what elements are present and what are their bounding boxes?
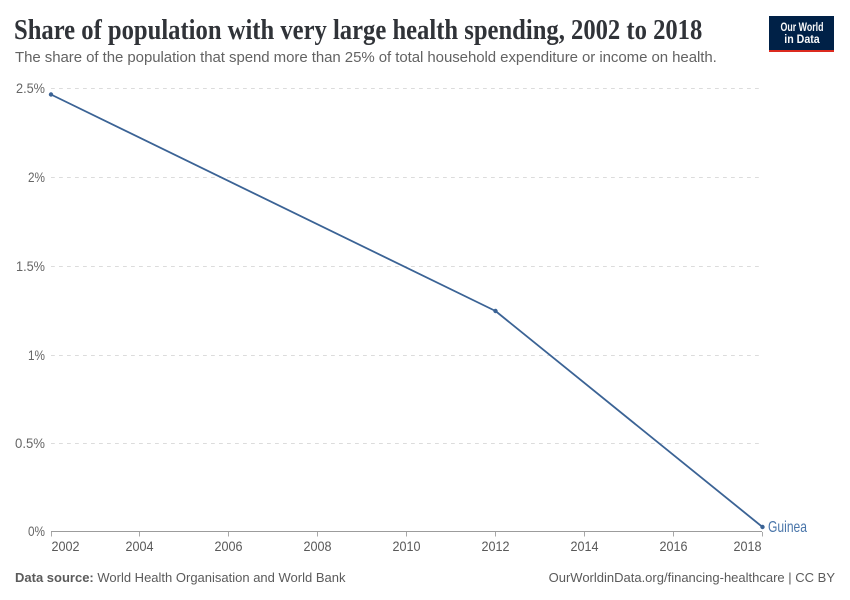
svg-text:Guinea: Guinea [768,519,807,536]
svg-text:1%: 1% [28,347,45,363]
svg-text:2002: 2002 [52,538,80,554]
svg-text:0%: 0% [28,523,45,539]
svg-text:1.5%: 1.5% [16,258,45,274]
svg-text:2006: 2006 [215,538,243,554]
svg-text:0.5%: 0.5% [15,435,45,451]
svg-text:2%: 2% [28,169,45,185]
svg-text:2010: 2010 [393,538,421,554]
svg-text:2014: 2014 [571,538,599,554]
svg-text:2012: 2012 [482,538,510,554]
svg-text:2008: 2008 [304,538,332,554]
svg-text:2018: 2018 [734,538,762,554]
svg-text:2016: 2016 [660,538,688,554]
svg-text:2004: 2004 [126,538,154,554]
svg-text:2.5%: 2.5% [16,80,45,96]
